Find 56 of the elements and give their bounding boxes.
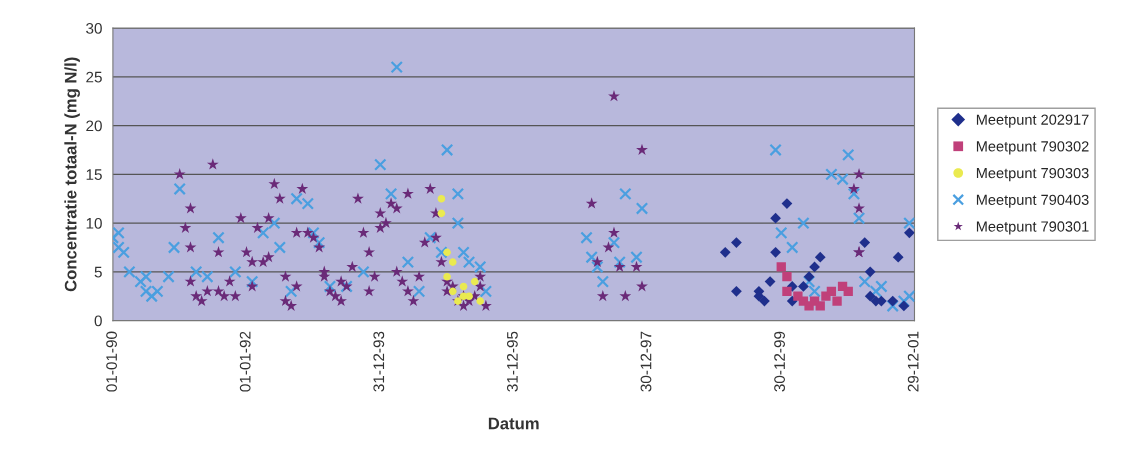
point [476,297,485,305]
x-axis-title: Datum [488,417,539,430]
point [864,290,876,302]
point [770,212,781,224]
legend-label: Meetpunt 790403 [976,194,1089,208]
x-tick-label: 31-12-93 [373,331,385,392]
legend-label: Meetpunt 790301 [976,221,1089,235]
x-tick-label: 29-12-01 [907,331,919,392]
point [781,198,793,209]
point [448,287,457,296]
y-tick-label: 10 [86,217,102,229]
point [892,251,904,263]
point [764,276,776,287]
legend-label: Meetpunt 790303 [976,167,1089,182]
point [759,295,770,307]
point [887,295,899,307]
point [731,237,742,248]
point [731,285,742,297]
y-tick-label: 30 [86,22,102,34]
point [826,286,837,296]
point [470,277,479,286]
y-tick-label: 20 [86,120,102,132]
x-tick-label: 30-12-99 [774,331,785,392]
legend-label: Meetpunt 202917 [976,114,1089,128]
point [443,248,451,257]
point [782,272,792,282]
point [459,282,468,291]
point [903,227,915,239]
point [898,300,910,312]
point [782,286,792,296]
x-tick-label: 31-12-95 [506,331,518,392]
x-tick-label: 30-12-97 [640,331,652,392]
y-tick-label: 15 [86,169,102,181]
point [864,266,876,278]
point [814,251,826,263]
point [719,246,731,258]
point [798,281,809,292]
point [859,237,871,248]
y-axis-title: Concentratie totaal-N (mg N/l) [64,57,80,292]
y-tick-label: 5 [94,266,102,278]
x-tick-label: 01-01-90 [106,331,117,392]
point [770,246,781,258]
point [437,194,446,203]
point [437,209,446,218]
point [465,292,473,301]
point [843,286,853,296]
point [803,271,815,283]
point [832,296,842,306]
y-tick-label: 0 [94,315,102,327]
legend-label: Meetpunt 790302 [976,141,1089,155]
point [448,258,457,266]
point [443,272,451,281]
x-tick-label: 01-01-92 [239,331,251,392]
point [776,262,786,272]
y-tick-label: 25 [86,71,102,83]
point [815,301,825,311]
